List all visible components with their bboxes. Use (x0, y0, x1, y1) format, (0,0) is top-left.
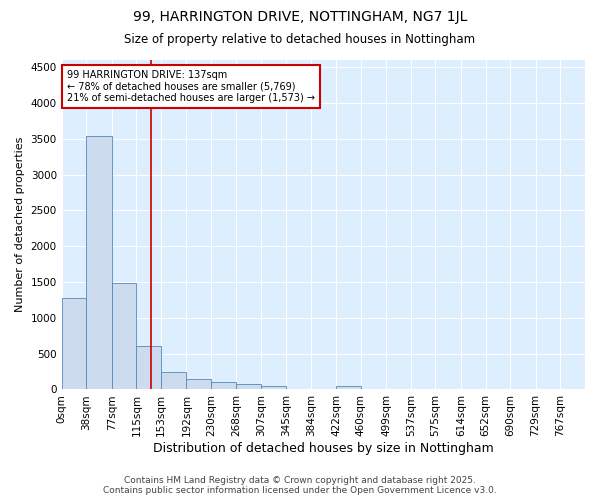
Y-axis label: Number of detached properties: Number of detached properties (15, 137, 25, 312)
Bar (211, 382, 236, 390)
Text: 99, HARRINGTON DRIVE, NOTTINGHAM, NG7 1JL: 99, HARRINGTON DRIVE, NOTTINGHAM, NG7 1J… (133, 10, 467, 24)
Bar (336, 386, 361, 390)
Bar (136, 346, 161, 390)
X-axis label: Distribution of detached houses by size in Nottingham: Distribution of detached houses by size … (153, 442, 494, 455)
Text: Contains HM Land Registry data © Crown copyright and database right 2025.
Contai: Contains HM Land Registry data © Crown c… (103, 476, 497, 495)
Bar (236, 384, 261, 390)
Bar (161, 372, 187, 390)
Bar (261, 386, 286, 390)
Bar (62, 298, 86, 390)
Bar (112, 282, 136, 390)
Bar (187, 378, 211, 390)
Text: Size of property relative to detached houses in Nottingham: Size of property relative to detached ho… (124, 32, 476, 46)
Text: 99 HARRINGTON DRIVE: 137sqm
← 78% of detached houses are smaller (5,769)
21% of : 99 HARRINGTON DRIVE: 137sqm ← 78% of det… (67, 70, 315, 103)
Bar (86, 136, 112, 390)
